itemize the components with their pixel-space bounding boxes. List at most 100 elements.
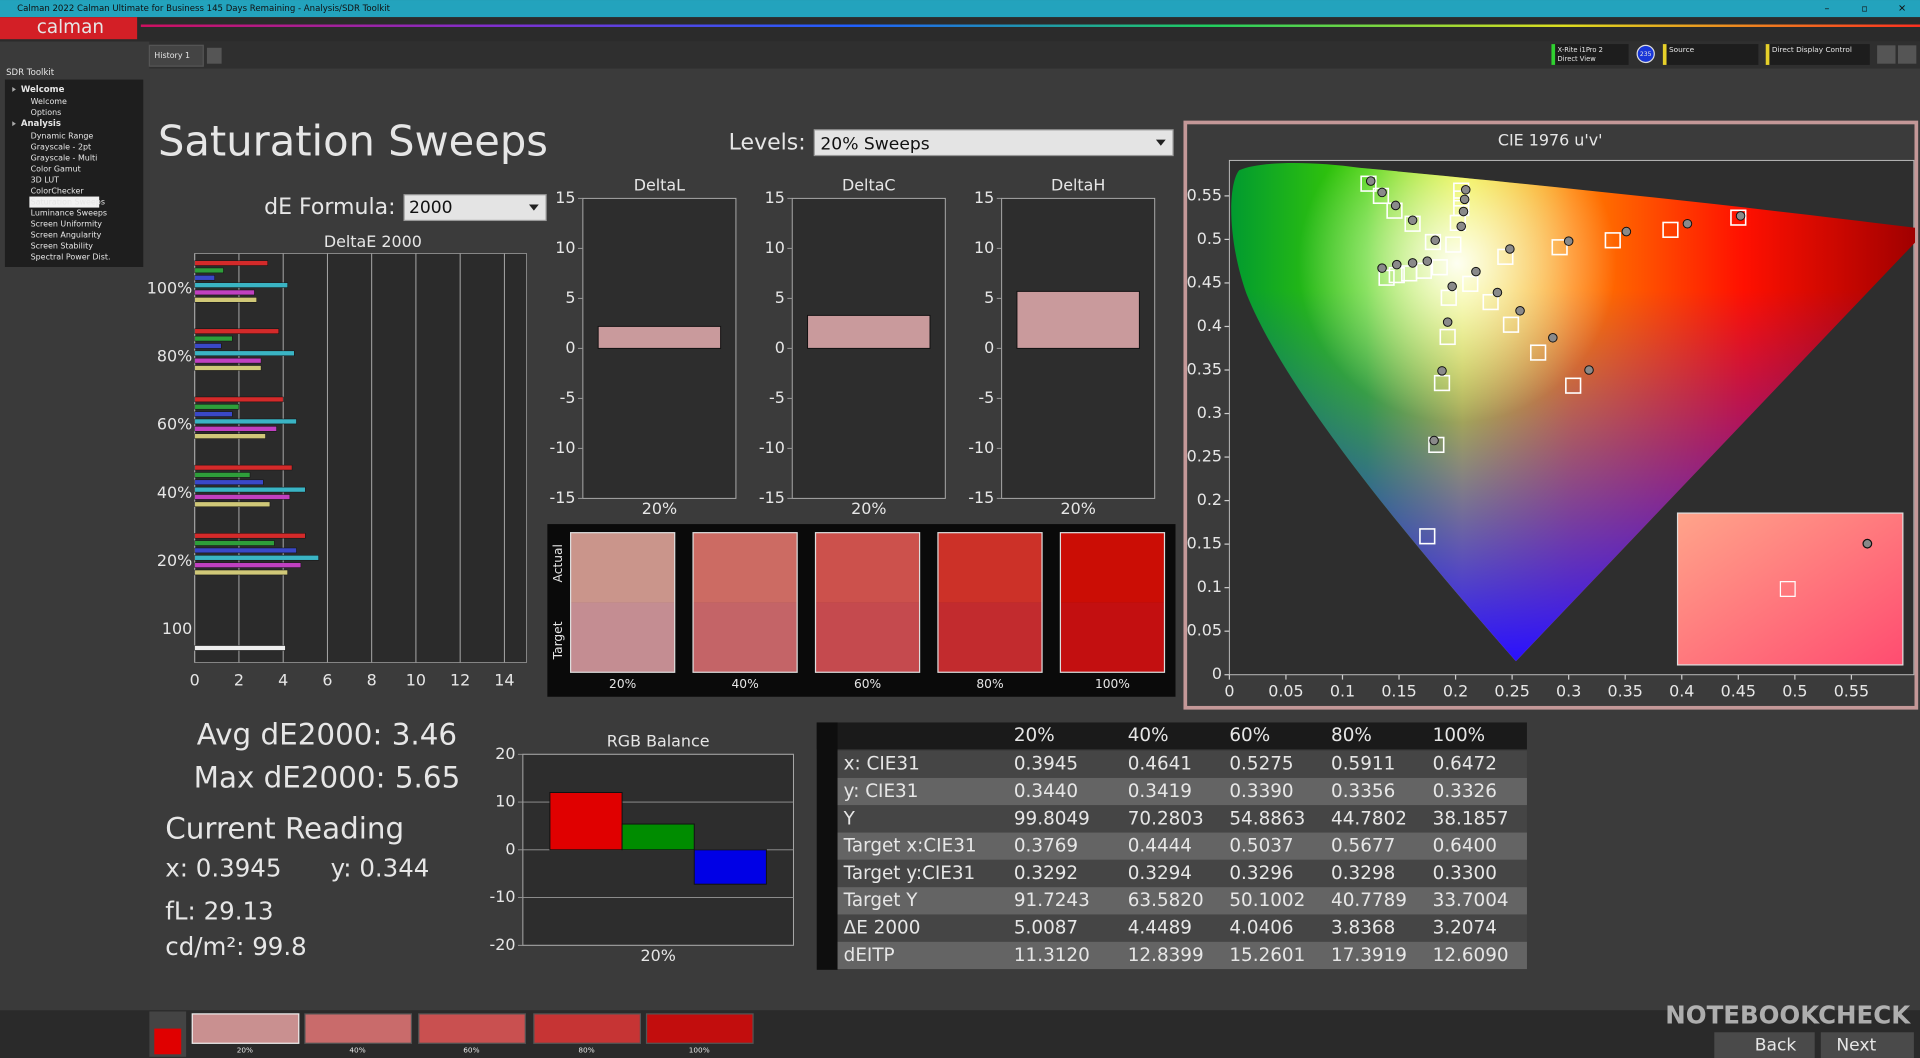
thumbnail[interactable]: [533, 1013, 642, 1044]
bar: [621, 823, 695, 851]
source-label: Source: [1669, 45, 1695, 54]
tree-item[interactable]: Spectral Power Dist.: [31, 253, 111, 262]
tree-item[interactable]: Luminance Sweeps: [31, 209, 107, 218]
swatch-target: [570, 602, 675, 673]
table-cell: 33.7004: [1433, 890, 1509, 911]
bar: [597, 325, 722, 349]
tree-item[interactable]: Screen Stability: [31, 242, 94, 251]
tree-item[interactable]: Welcome: [31, 97, 67, 106]
bar: [194, 260, 268, 266]
table-cell: 54.8863: [1229, 808, 1305, 829]
y-tick-label: 100%: [147, 278, 192, 297]
new-tab[interactable]: [206, 47, 222, 64]
source-box[interactable]: [1662, 44, 1759, 65]
table-cell: 17.3919: [1331, 945, 1407, 966]
max-de: Max dE2000: 5.65: [194, 760, 461, 794]
thumbnail[interactable]: [645, 1013, 754, 1044]
x-tick-label: 0.05: [1268, 681, 1303, 700]
swatch-actual: [937, 532, 1043, 603]
back-button[interactable]: [1714, 1032, 1815, 1058]
swatch-label: 100%: [1095, 677, 1130, 691]
tree-item[interactable]: ColorChecker: [31, 187, 85, 196]
thumbnail[interactable]: [418, 1013, 526, 1044]
next-button[interactable]: [1820, 1032, 1914, 1058]
bar: [194, 494, 291, 500]
y-tick-label: 0: [565, 338, 575, 357]
tree-item[interactable]: Dynamic Range: [31, 131, 94, 140]
swatch-label: 40%: [732, 677, 759, 691]
chart-title: DeltaH: [1051, 176, 1105, 195]
y-tick-label: 15: [765, 188, 785, 207]
table-row-header: [816, 722, 838, 970]
tab[interactable]: [148, 44, 204, 67]
measured-point: [1365, 176, 1376, 186]
maximize[interactable]: ▫: [1861, 4, 1868, 15]
sidebar-title: SDR Toolkit: [6, 68, 55, 78]
table-cell: 4.4489: [1128, 918, 1192, 939]
tree-group[interactable]: Welcome: [21, 85, 65, 95]
de-formula-dropdown[interactable]: [403, 194, 547, 222]
settings-button[interactable]: [1877, 45, 1896, 64]
display-label: Direct Display Control: [1772, 45, 1852, 54]
help-button[interactable]: [1897, 45, 1917, 64]
x-tick-label: 20%: [642, 499, 677, 518]
meter-box[interactable]: [1551, 44, 1629, 65]
watermark: NOTEBOOKCHECK: [1665, 1000, 1911, 1029]
y-tick-label: 15: [555, 188, 575, 207]
x-tick-label: 0.45: [1721, 681, 1756, 700]
table-cell: 11.3120: [1014, 945, 1090, 966]
inset-zoom: [1676, 512, 1904, 666]
tree-item[interactable]: Color Gamut: [31, 165, 81, 174]
display-box[interactable]: [1765, 44, 1870, 65]
measured-point: [1584, 365, 1594, 375]
x-tick-label: 20%: [1060, 499, 1095, 518]
meter-badge[interactable]: [1636, 44, 1655, 64]
table-cell: 0.3945: [1014, 754, 1078, 775]
bar: [1016, 290, 1140, 349]
tree-item[interactable]: Grayscale - Multi: [31, 153, 98, 162]
swatch-target: [693, 602, 798, 673]
tree-item[interactable]: Options: [31, 108, 62, 117]
y-tick-label: 0.2: [1197, 490, 1222, 509]
table-header: 80%: [1331, 725, 1372, 746]
measured-point: [1459, 194, 1470, 205]
y-tick-label: 0: [775, 338, 785, 357]
target-point: [1445, 236, 1462, 253]
logo-box[interactable]: [0, 17, 138, 40]
bar: [194, 357, 262, 364]
y-tick-label: -15: [759, 488, 785, 507]
tree-item[interactable]: Screen Angularity: [31, 231, 102, 240]
table-header: 40%: [1128, 725, 1169, 746]
tab-label: History 1: [154, 51, 190, 60]
y-tick-label: 10: [974, 238, 994, 257]
tree-item[interactable]: Grayscale - 2pt: [31, 142, 92, 151]
table-cell: 0.4641: [1128, 754, 1192, 775]
measured-point: [1442, 317, 1453, 327]
thumbnail[interactable]: [304, 1013, 413, 1044]
measured-point: [1437, 366, 1447, 376]
de-formula-value: 2000: [409, 198, 453, 218]
title-bar: [0, 0, 1920, 18]
x-tick-label: 0.15: [1381, 681, 1416, 700]
tree-item[interactable]: Saturation Sweeps: [31, 198, 105, 207]
y-tick-label: -20: [490, 935, 516, 954]
current-color: [154, 1028, 182, 1055]
tree-item[interactable]: 3D LUT: [31, 176, 60, 185]
tree-group[interactable]: Analysis: [21, 119, 61, 129]
thumbnail-label: 40%: [349, 1046, 365, 1055]
swatch-label: 60%: [854, 677, 881, 691]
tree-item[interactable]: Screen Uniformity: [31, 220, 103, 229]
swatch-border: [814, 532, 921, 673]
thumbnail-label: 20%: [237, 1046, 253, 1055]
inset-measured: [1862, 538, 1873, 549]
minimize[interactable]: –: [1824, 4, 1829, 15]
table-cell: 50.1002: [1229, 890, 1305, 911]
bar: [194, 275, 215, 281]
thumbnail[interactable]: [191, 1013, 300, 1044]
levels-dropdown[interactable]: [813, 129, 1174, 157]
table-cell: 0.3292: [1014, 863, 1078, 884]
table-cell: 38.1857: [1433, 808, 1509, 829]
meter-badge-text: 235: [1640, 51, 1652, 58]
bar: [194, 289, 255, 296]
close[interactable]: ✕: [1898, 4, 1906, 15]
